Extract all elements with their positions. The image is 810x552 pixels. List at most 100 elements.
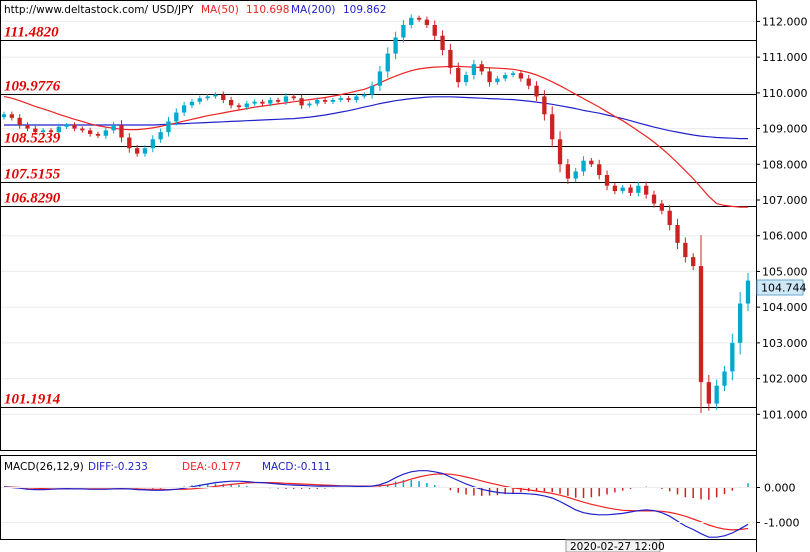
candle-body (675, 225, 680, 243)
candle-body (346, 98, 351, 100)
candle-body (330, 100, 336, 102)
candle-body (463, 75, 469, 83)
candle-body (150, 139, 155, 149)
candle-body (393, 37, 398, 54)
candle-body (651, 194, 657, 204)
candle-body (56, 126, 61, 133)
candle-body (64, 125, 69, 127)
candle-body (299, 98, 304, 106)
candle-body (612, 185, 618, 192)
source-url[interactable]: http://www.deltastock.com/ (4, 4, 149, 16)
candle-body (307, 103, 312, 106)
diff-line (3, 470, 749, 538)
timestamp: 2020-02-27 12:00 (570, 541, 665, 552)
candle-body (260, 101, 265, 104)
candle-body (158, 132, 163, 140)
main-plot-frame (0, 0, 757, 451)
y-tick-label: 108.000 (762, 158, 808, 171)
y-tick-label: 111.000 (762, 51, 808, 64)
candle-body (80, 128, 85, 131)
candle-body (706, 382, 711, 404)
candle-body (573, 171, 578, 179)
candle-body (557, 139, 563, 165)
candle-body (322, 100, 328, 102)
y-tick-label: 106.000 (762, 230, 808, 243)
y-tick-label: 105.000 (762, 265, 808, 278)
macd-title: MACD(26,12,9) (4, 461, 84, 473)
candle-body (581, 160, 586, 172)
candle-body (41, 130, 46, 133)
y-axis-ticks: 112.000 111.000 110.000 109.000 108.000 107.0… (756, 15, 808, 421)
candle-body (589, 160, 594, 165)
macd-diff-label: DIFF:-0.233 (88, 461, 148, 473)
candle-body (205, 96, 210, 99)
candle-body (362, 94, 367, 97)
candle-body (416, 17, 422, 20)
candle-body (72, 125, 77, 129)
candle-body (354, 96, 359, 100)
candle-body (471, 64, 477, 75)
candle-body (479, 64, 484, 72)
candle-body (698, 266, 704, 383)
candle-body (377, 71, 383, 86)
level-label: 111.4820 (4, 25, 59, 41)
candle-body (283, 96, 289, 102)
candle-body (174, 112, 179, 122)
symbol-label: USD/JPY (152, 4, 194, 16)
y-tick-label: 110.000 (762, 87, 808, 100)
candle-body (722, 371, 727, 386)
candle-body (338, 98, 343, 100)
candle-body (252, 101, 257, 104)
candle-body (33, 128, 38, 133)
y-tick-label: 112.000 (762, 15, 808, 28)
candle-body (432, 25, 437, 36)
candle-body (9, 114, 14, 118)
y-tick-label: 109.000 (762, 123, 808, 136)
candle-body (385, 53, 390, 72)
candle-body (268, 100, 273, 104)
candle-body (636, 185, 641, 193)
candle-body (275, 100, 281, 102)
level-label: 109.9776 (4, 79, 61, 95)
candle-body (456, 67, 461, 83)
macd-dea-label: DEA:-0.177 (182, 461, 241, 473)
candle-body (526, 78, 531, 86)
candle-body (448, 50, 453, 68)
candle-body (244, 103, 249, 108)
candle-body (119, 125, 124, 138)
ma200-value: 109.862 (343, 4, 386, 16)
candle-body (25, 125, 30, 129)
macd-value-label: MACD:-0.111 (262, 461, 331, 473)
last-price-text: 104.744 (761, 282, 807, 295)
candle-body (691, 257, 696, 267)
candle-body (550, 114, 555, 140)
y-tick-label: 101.000 (762, 408, 808, 421)
candle-body (166, 121, 171, 133)
macd-tick-label: -1.000 (764, 517, 799, 530)
candle-body (103, 130, 108, 136)
candle-body (714, 385, 719, 404)
grid-lines (1, 20, 756, 415)
ma200-label: MA(200) (291, 4, 335, 16)
candle-body (134, 148, 140, 154)
candle-body (495, 78, 500, 83)
level-labels: 111.4820 109.9776 108.5239 107.5155 106.8290… (4, 25, 61, 408)
candle-body (597, 164, 602, 175)
candle-body (534, 85, 539, 97)
macd-tick-label: 0.000 (764, 482, 796, 495)
candle-body (644, 185, 649, 195)
candle-body (17, 117, 22, 125)
candle-body (213, 94, 218, 97)
candle-body (667, 210, 672, 225)
candle-body (659, 203, 665, 211)
level-label: 101.1914 (4, 392, 61, 408)
level-label: 107.5155 (4, 167, 61, 183)
candle-body (683, 242, 688, 258)
candle-body (181, 105, 187, 113)
candle-body (401, 25, 406, 38)
candle-body (48, 130, 54, 133)
candle-body (440, 35, 445, 50)
candle-body (127, 137, 132, 149)
candle-body (315, 100, 320, 104)
